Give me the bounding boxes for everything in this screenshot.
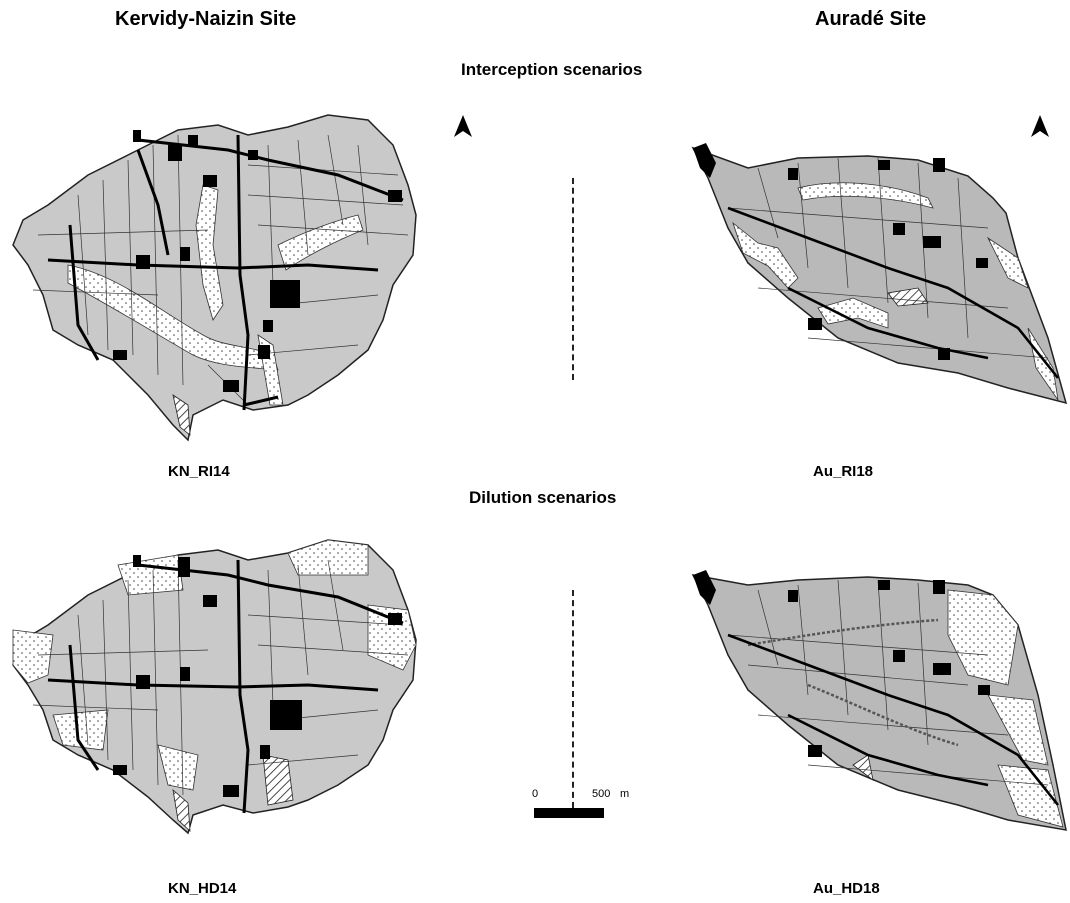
scale-bar: 0 500 m <box>530 788 640 848</box>
map-kn-hd14 <box>12 539 417 835</box>
scale-zero: 0 <box>532 788 539 800</box>
map-kn-ri14 <box>12 114 417 442</box>
map-au-hd18 <box>691 570 1067 831</box>
map-au-ri18 <box>691 143 1068 405</box>
north-arrow-icon <box>454 115 472 137</box>
scale-unit: m <box>620 788 630 800</box>
site-title-kervidy-naizin: Kervidy-Naizin Site <box>115 8 297 30</box>
map-divider <box>572 590 574 808</box>
north-arrow-icon <box>1031 115 1049 137</box>
section-title-interception: Interception scenarios <box>461 60 643 79</box>
scale-value: 500 <box>592 788 611 800</box>
map-label-kn-hd14: KN_HD14 <box>168 880 237 897</box>
site-title-aurade: Auradé Site <box>815 8 927 30</box>
map-label-au-ri18: Au_RI18 <box>813 463 874 480</box>
section-title-dilution: Dilution scenarios <box>469 488 617 507</box>
map-label-au-hd18: Au_HD18 <box>813 880 880 897</box>
map-label-kn-ri14: KN_RI14 <box>168 463 230 480</box>
scale-bar-rect <box>534 808 604 818</box>
map-divider <box>572 178 574 380</box>
